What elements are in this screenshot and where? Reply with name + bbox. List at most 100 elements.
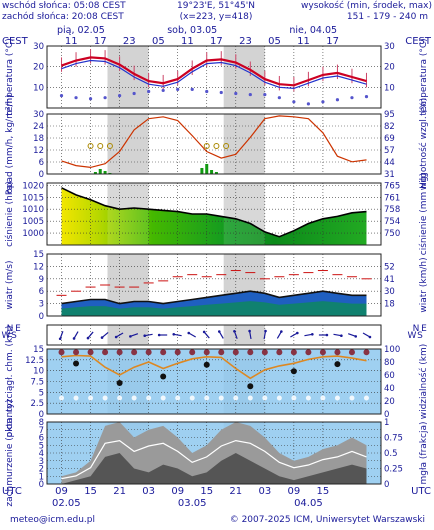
- low-cloud-point: [160, 395, 166, 401]
- wind-line: [61, 290, 367, 305]
- y-tick-label: 1010: [22, 205, 44, 215]
- y-tick-label: 4: [39, 449, 44, 459]
- wind-arrow-head: [296, 331, 299, 335]
- wind-arrow: [130, 333, 139, 337]
- bottom-hour-label: 03: [142, 486, 155, 497]
- humidity-line: [61, 115, 367, 169]
- axis-title-left: zachmurzenie (oktanty): [5, 399, 15, 506]
- sunrise-text: wschód słońca: 05:08 CEST: [2, 0, 126, 11]
- y-tick-label: 0: [39, 480, 44, 490]
- y-tick-label: 12: [33, 146, 44, 156]
- bottom-hour-label: 09: [171, 486, 184, 497]
- panel-temperature: 10 20 30 10 20 30 temperatura (°C) temperatura …: [5, 38, 429, 115]
- dewpoint-point: [263, 92, 267, 97]
- low-cloud-point: [131, 395, 137, 401]
- dewpoint-point: [132, 91, 136, 96]
- panel-border: [46, 324, 382, 346]
- wind-arrow-head: [86, 336, 90, 340]
- total-cloud-area: [61, 422, 367, 484]
- y-tick-label: 12: [33, 262, 44, 272]
- low-cloud-point: [218, 395, 224, 401]
- y-tick-label: 1005: [22, 217, 44, 227]
- top-hour-label: 11: [297, 36, 310, 47]
- y-tick-label-right: 30: [384, 287, 395, 297]
- dewpoint-point: [277, 96, 281, 100]
- low-cloud-point: [363, 395, 369, 401]
- axis-title-right: N: [413, 324, 420, 334]
- wind-arrow: [173, 333, 182, 337]
- tz-right-bottom: UTC: [411, 486, 431, 497]
- dewpoint-point: [321, 100, 325, 104]
- rain-bar: [93, 172, 97, 174]
- dewpoint-point: [350, 96, 354, 100]
- dewpoint-point: [335, 98, 340, 102]
- y-tick-label: 20: [33, 63, 44, 73]
- pressure-line: [61, 187, 367, 238]
- wind-arrow-head: [114, 335, 118, 339]
- wind-arrow-head: [202, 330, 206, 334]
- night-band: [223, 46, 265, 108]
- low-cloud-point: [334, 395, 340, 401]
- wind-arrow-head: [340, 334, 343, 337]
- visibility-line: [61, 354, 367, 380]
- cloud-top-point: [160, 349, 167, 356]
- bottom-date-label: 02.05: [52, 498, 81, 509]
- dewpoint-point: [190, 87, 194, 91]
- low-cloud-point: [291, 395, 297, 401]
- top-hour-label: 17: [210, 36, 223, 47]
- y-tick-label-right: 44: [384, 158, 395, 168]
- rain-bar: [103, 171, 107, 174]
- dewpoint-point: [205, 89, 209, 94]
- dewpoint-point: [74, 96, 78, 100]
- cloud-top-point: [203, 349, 210, 356]
- panel-wind-direction: W SN EW SN E: [2, 324, 427, 346]
- y-tick-label: 6: [39, 287, 44, 297]
- cloud-top-point: [218, 349, 225, 356]
- cloud-base-point: [73, 360, 80, 367]
- bottom-hour-label: 15: [200, 486, 213, 497]
- day-labels: pią, 02.05 sob, 03.05 nie, 04.05: [57, 25, 337, 36]
- y-tick-label: 0: [39, 410, 44, 420]
- y-tick-label: 2.5: [30, 399, 44, 409]
- wind-arrow: [73, 331, 79, 339]
- wind-arrow-head: [264, 329, 267, 333]
- y-tick-label: 30: [33, 110, 44, 120]
- email-link[interactable]: meteo@icm.edu.pl: [10, 515, 95, 525]
- tz-left-top: CEST: [2, 36, 29, 47]
- bottom-hour-labels: 09 15 21 03 09 15 21 03 09 15: [55, 486, 329, 497]
- dewpoint-point: [306, 102, 310, 106]
- low-cloud-point: [102, 395, 108, 401]
- panel-border: [46, 421, 382, 485]
- low-cloud-point: [262, 395, 268, 401]
- y-tick-label-right: 40: [384, 384, 395, 394]
- y-tick-label: 7.5: [30, 378, 44, 388]
- axis-title-left: pion. rozciągł. chm. (km): [5, 326, 15, 438]
- y-tick-label: 24: [33, 122, 44, 132]
- day-label: sob, 03.05: [167, 25, 217, 36]
- wind-arrow: [218, 331, 224, 339]
- wind-arrow: [188, 332, 196, 338]
- wind-arrow-head: [217, 330, 221, 333]
- snow-marker: [87, 143, 94, 149]
- y-tick-label: 6: [39, 434, 44, 444]
- wind-arrow: [276, 331, 282, 339]
- snow-marker: [223, 143, 230, 149]
- cloud-top-point: [290, 349, 297, 356]
- y-tick-label-right: 95: [384, 110, 395, 120]
- y-tick-label: 7: [39, 426, 44, 436]
- y-tick-label: 1: [39, 472, 44, 482]
- cloud-base-point: [290, 368, 297, 375]
- wind-arrow: [233, 331, 238, 339]
- dewpoint-point: [59, 94, 64, 98]
- axis-title-left: temperatura (°C): [5, 38, 15, 115]
- bottom-hour-label: 03: [258, 486, 271, 497]
- axis-title-left: W: [2, 331, 11, 341]
- cloud-top-point: [58, 349, 65, 356]
- y-tick-label: 5: [39, 388, 44, 398]
- y-tick-label-right: 0.5: [384, 449, 398, 459]
- y-tick-label: 3: [39, 300, 44, 310]
- y-tick-label: 15: [33, 250, 44, 260]
- bottom-date-labels: 02.05 03.05 04.05: [52, 498, 323, 509]
- dewpoint-point: [219, 90, 223, 95]
